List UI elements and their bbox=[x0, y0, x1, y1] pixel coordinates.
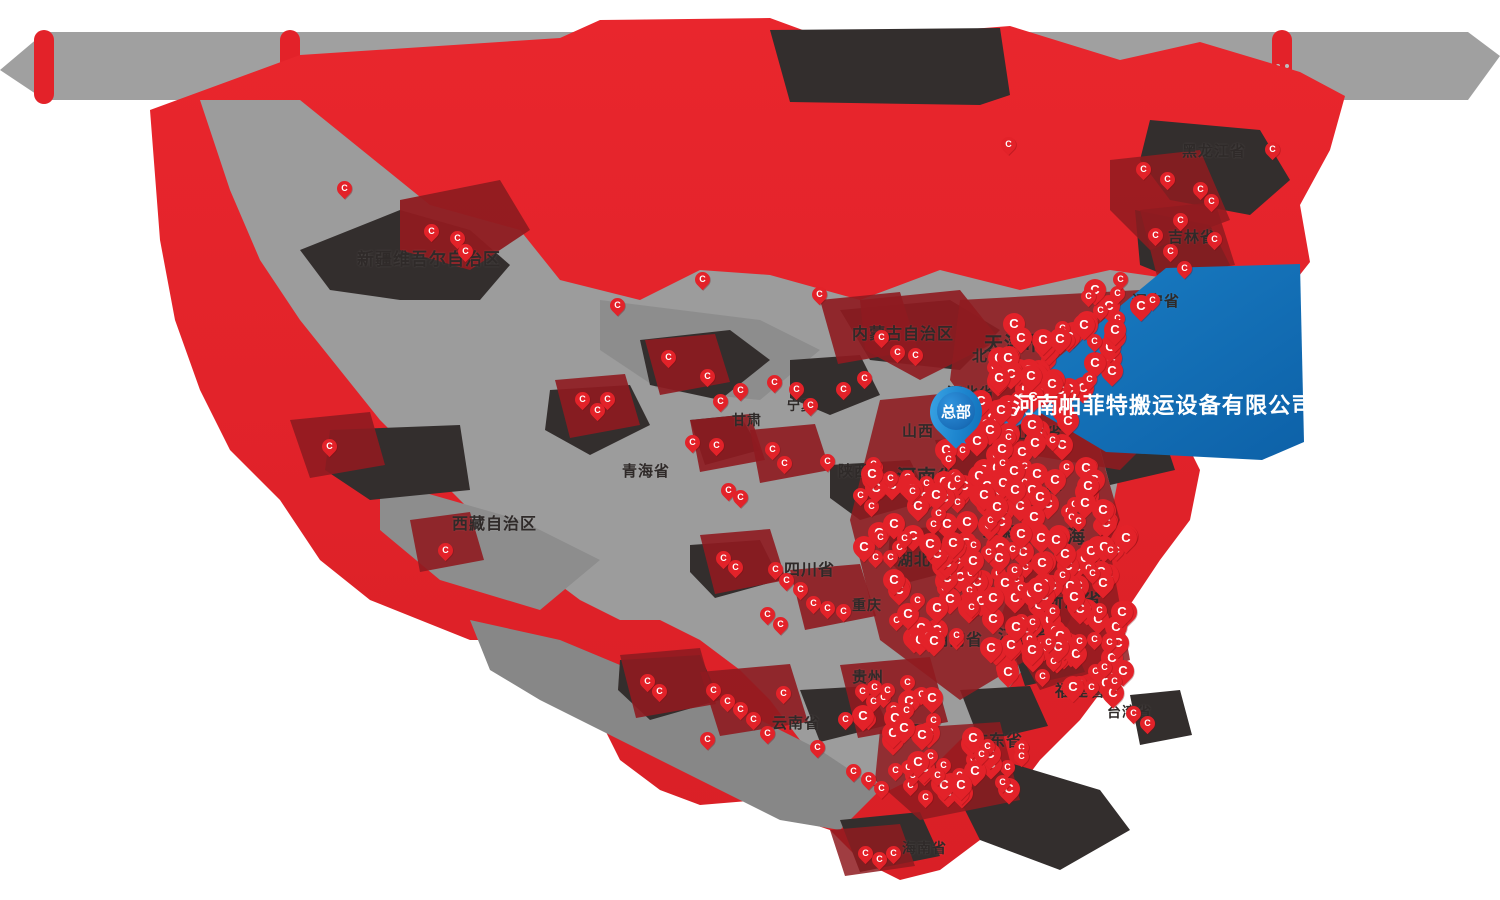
company-name-label: 河南帕菲特搬运设备有限公司 bbox=[1013, 393, 1315, 418]
callout-banner-shape bbox=[1012, 264, 1304, 460]
hq-pin-label: 总部 bbox=[940, 403, 971, 421]
headquarters-pin[interactable]: 总部 bbox=[919, 375, 993, 450]
